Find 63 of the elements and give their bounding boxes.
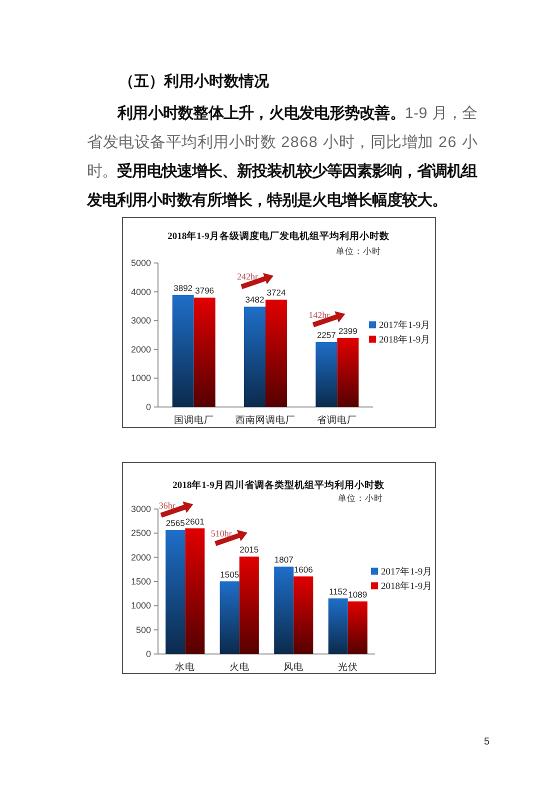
x-tick-label: 风电	[284, 661, 304, 673]
y-tick-label: 2000	[130, 344, 151, 354]
bar	[166, 530, 186, 654]
y-tick-label: 500	[136, 624, 151, 635]
bar	[337, 338, 359, 407]
text: 5	[484, 736, 490, 748]
data-label: 1807	[274, 554, 294, 565]
y-tick-label: 4000	[130, 286, 151, 297]
chart-title: 2018年1-9月各级调度电厂发电机组平均利用小时数	[168, 230, 390, 242]
bar	[194, 298, 216, 407]
x-tick-label: 水电	[175, 661, 196, 673]
legend-label: 2018年1-9月	[379, 334, 431, 346]
bar	[172, 294, 194, 407]
y-tick-label: 5000	[130, 258, 151, 268]
bar	[266, 300, 287, 407]
bar	[274, 566, 294, 654]
text: 利用小时数整体上升，火电发电形势改善。1-9 月，全省发电设备平均利用小时数 2868 小时，同比增加 26 小时。受用电快速增长、新投装机较少等因素影响，省调机组发电利用小时数有所增长，特别是火电增长幅度较大。	[86, 104, 477, 209]
legend-label: 2018年1-9月	[381, 580, 433, 592]
annotation: 36hr	[158, 500, 176, 510]
chart-subtitle: 单位：小时	[336, 246, 381, 256]
data-label: 2601	[185, 516, 205, 526]
data-label: 1606	[294, 564, 314, 574]
annotation: 142hr	[308, 310, 330, 320]
bar	[220, 581, 240, 654]
x-tick-label: 西南网调电厂	[236, 414, 296, 426]
data-label: 3796	[195, 286, 214, 296]
data-label: 3482	[245, 294, 264, 305]
data-label: 3724	[266, 288, 286, 298]
y-tick-label: 1500	[130, 576, 151, 586]
x-tick-label: 光伏	[338, 661, 358, 673]
bar	[316, 342, 338, 407]
data-label: 2015	[240, 544, 259, 555]
chart-title: 2018年1-9月四川省调各类型机组平均利用小时数	[172, 479, 386, 491]
legend-label: 2017年1-9月	[379, 319, 431, 332]
bar	[328, 598, 348, 654]
data-label: 1505	[220, 569, 240, 580]
bar	[239, 556, 259, 654]
data-label: 2565	[166, 518, 186, 528]
data-label: 2257	[316, 330, 336, 340]
bar	[294, 576, 314, 654]
bar	[185, 528, 205, 654]
y-tick-label: 3000	[130, 504, 151, 514]
y-tick-label: 2500	[130, 528, 151, 538]
y-tick-label: 0	[146, 649, 151, 659]
data-label: 1089	[348, 589, 368, 600]
bar	[348, 601, 368, 654]
x-tick-label: 国调电厂	[174, 414, 214, 426]
text: （五）利用小时数情况	[119, 71, 269, 91]
legend-label: 2017年1-9月	[381, 566, 433, 578]
data-label: 3892	[174, 282, 193, 293]
y-tick-label: 0	[146, 402, 151, 412]
chart-subtitle: 单位：小时	[338, 493, 383, 503]
data-label: 2399	[338, 326, 358, 336]
data-label: 1152	[328, 586, 348, 596]
annotation: 510hr	[210, 528, 232, 539]
y-tick-label: 3000	[130, 316, 151, 326]
y-tick-label: 2000	[130, 552, 151, 562]
y-tick-label: 1000	[130, 373, 151, 384]
annotation: 242hr	[237, 272, 258, 282]
x-tick-label: 省调电厂	[317, 414, 358, 426]
bar	[244, 306, 266, 407]
x-tick-label: 火电	[229, 661, 250, 673]
y-tick-label: 1000	[130, 600, 151, 611]
